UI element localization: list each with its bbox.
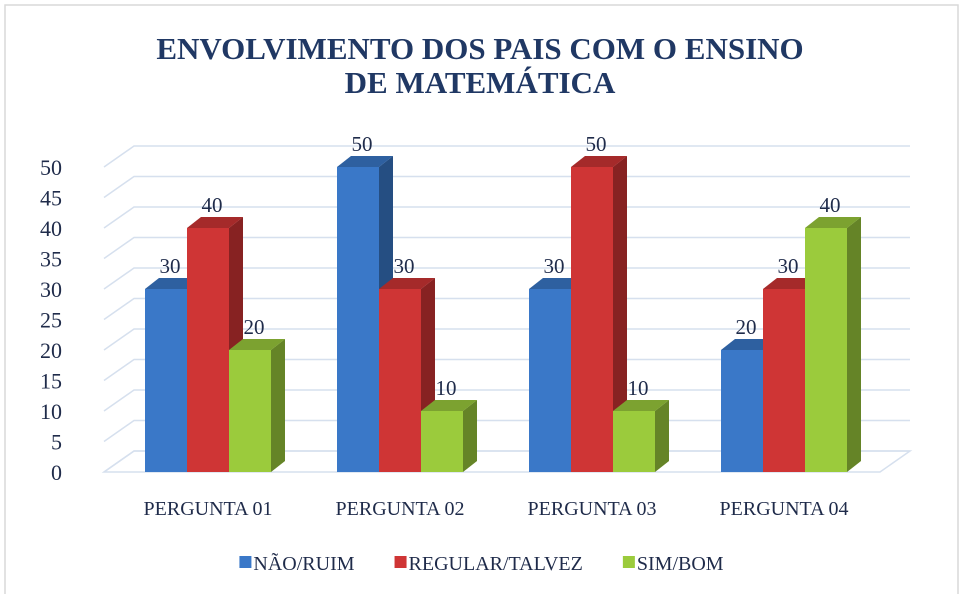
y-tick-label: 0 (51, 460, 62, 485)
value-label: 50 (586, 132, 607, 156)
legend-label: SIM/BOM (637, 553, 724, 575)
bar-top-shade (187, 217, 243, 228)
bar (229, 350, 271, 472)
bar-top-shade (337, 156, 393, 167)
bar (763, 289, 805, 472)
value-label: 10 (436, 376, 457, 400)
grid-line (103, 267, 910, 290)
bar-top (337, 156, 393, 167)
y-tick-label: 50 (40, 155, 62, 180)
bar-side-shade (463, 400, 477, 472)
y-tick-label: 5 (51, 430, 62, 455)
bar-top-shade (229, 339, 285, 350)
x-tick-label: PERGUNTA 04 (720, 498, 849, 520)
grid-line (103, 328, 910, 351)
value-label: 30 (160, 254, 181, 278)
bar (805, 228, 847, 472)
bar-top-shade (571, 156, 627, 167)
bar-top (805, 217, 861, 228)
legend-label: REGULAR/TALVEZ (409, 553, 583, 575)
bar (379, 289, 421, 472)
y-tick-label: 10 (40, 399, 62, 424)
legend-marker (239, 556, 252, 568)
grid-line (103, 389, 910, 412)
bar-side-shade (271, 339, 285, 472)
bar (337, 167, 379, 472)
bar (721, 350, 763, 472)
bar (187, 228, 229, 472)
legend-marker (622, 556, 635, 568)
bar (145, 289, 187, 472)
legend-label: NÃO/RUIM (253, 551, 354, 575)
x-tick-label: PERGUNTA 01 (144, 498, 273, 520)
bar (571, 167, 613, 472)
value-label: 30 (778, 254, 799, 278)
value-label: 30 (394, 254, 415, 278)
bar-top (187, 217, 243, 228)
bar-top (421, 400, 477, 411)
grid-line (103, 145, 910, 168)
bar-top (571, 156, 627, 167)
x-tick-label: PERGUNTA 03 (528, 498, 657, 520)
value-label: 10 (628, 376, 649, 400)
bar-top-shade (421, 400, 477, 411)
bar (529, 289, 571, 472)
bar-top-shade (805, 217, 861, 228)
y-tick-label: 30 (40, 277, 62, 302)
value-label: 20 (736, 315, 757, 339)
bar-top-shade (379, 278, 435, 289)
chart-title: ENVOLVIMENTO DOS PAIS COM O ENSINO DE MA… (156, 31, 804, 100)
value-label: 40 (202, 193, 223, 217)
x-tick-label: PERGUNTA 02 (336, 498, 465, 520)
bar (613, 411, 655, 472)
value-label: 40 (820, 193, 841, 217)
chart-border (4, 4, 959, 594)
value-label: 20 (244, 315, 265, 339)
legend-marker (394, 556, 407, 568)
grid-line (103, 236, 910, 260)
grid-line (103, 358, 910, 382)
bar-side (613, 156, 627, 472)
bar (421, 411, 463, 472)
bar-top-shade (613, 400, 669, 411)
grid-line (103, 297, 910, 321)
bar-side (271, 339, 285, 472)
bar-side-shade (847, 217, 861, 472)
grid-line (103, 206, 910, 229)
bar-top (379, 278, 435, 289)
value-label: 50 (352, 132, 373, 156)
bar-side (847, 217, 861, 472)
bar-side (655, 400, 669, 472)
bar-side (463, 400, 477, 472)
y-tick-label: 25 (40, 308, 62, 333)
bar-side-shade (613, 156, 627, 472)
y-tick-label: 40 (40, 216, 62, 241)
bar-side-shade (655, 400, 669, 472)
y-tick-label: 15 (40, 369, 62, 394)
y-tick-label: 35 (40, 247, 62, 272)
y-tick-label: 45 (40, 186, 62, 211)
value-label: 30 (544, 254, 565, 278)
bar-top (229, 339, 285, 350)
bar-top (613, 400, 669, 411)
y-tick-label: 20 (40, 338, 62, 363)
grid-line (103, 175, 910, 199)
